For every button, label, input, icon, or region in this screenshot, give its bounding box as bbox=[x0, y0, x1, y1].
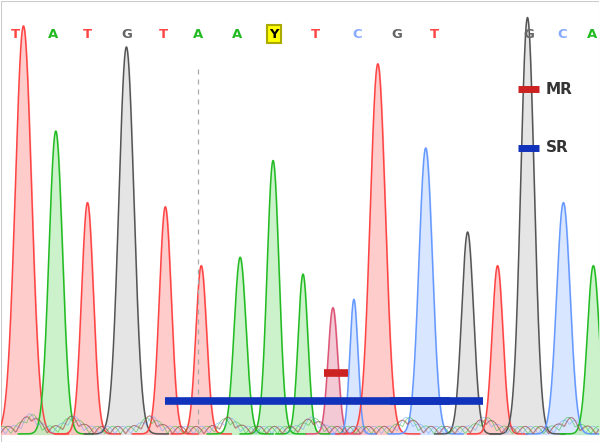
Text: G: G bbox=[523, 28, 534, 41]
Text: MR: MR bbox=[545, 82, 572, 97]
Text: T: T bbox=[430, 28, 439, 41]
Text: T: T bbox=[11, 28, 20, 41]
Text: G: G bbox=[121, 28, 132, 41]
Text: Y: Y bbox=[269, 28, 279, 41]
Text: T: T bbox=[83, 28, 92, 41]
Text: A: A bbox=[47, 28, 58, 41]
Text: C: C bbox=[557, 28, 567, 41]
Text: C: C bbox=[352, 28, 362, 41]
Text: G: G bbox=[392, 28, 403, 41]
Text: A: A bbox=[587, 28, 597, 41]
Text: A: A bbox=[232, 28, 242, 41]
Text: T: T bbox=[159, 28, 168, 41]
Text: T: T bbox=[310, 28, 320, 41]
Text: A: A bbox=[193, 28, 203, 41]
Text: SR: SR bbox=[545, 140, 568, 155]
